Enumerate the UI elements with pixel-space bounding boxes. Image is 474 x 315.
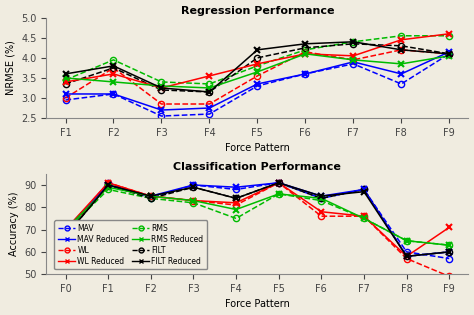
- Legend: MAV, MAV Reduced, WL, WL Reduced, RMS, RMS Reduced, FILT, FILT Reduced: MAV, MAV Reduced, WL, WL Reduced, RMS, R…: [55, 220, 208, 269]
- X-axis label: Force Pattern: Force Pattern: [225, 300, 290, 309]
- X-axis label: Force Pattern: Force Pattern: [225, 143, 290, 153]
- Title: Classification Performance: Classification Performance: [173, 162, 341, 172]
- Y-axis label: Accuracy (%): Accuracy (%): [9, 192, 18, 256]
- Y-axis label: NRMSE (%): NRMSE (%): [6, 40, 16, 95]
- Title: Regression Performance: Regression Performance: [181, 6, 334, 15]
